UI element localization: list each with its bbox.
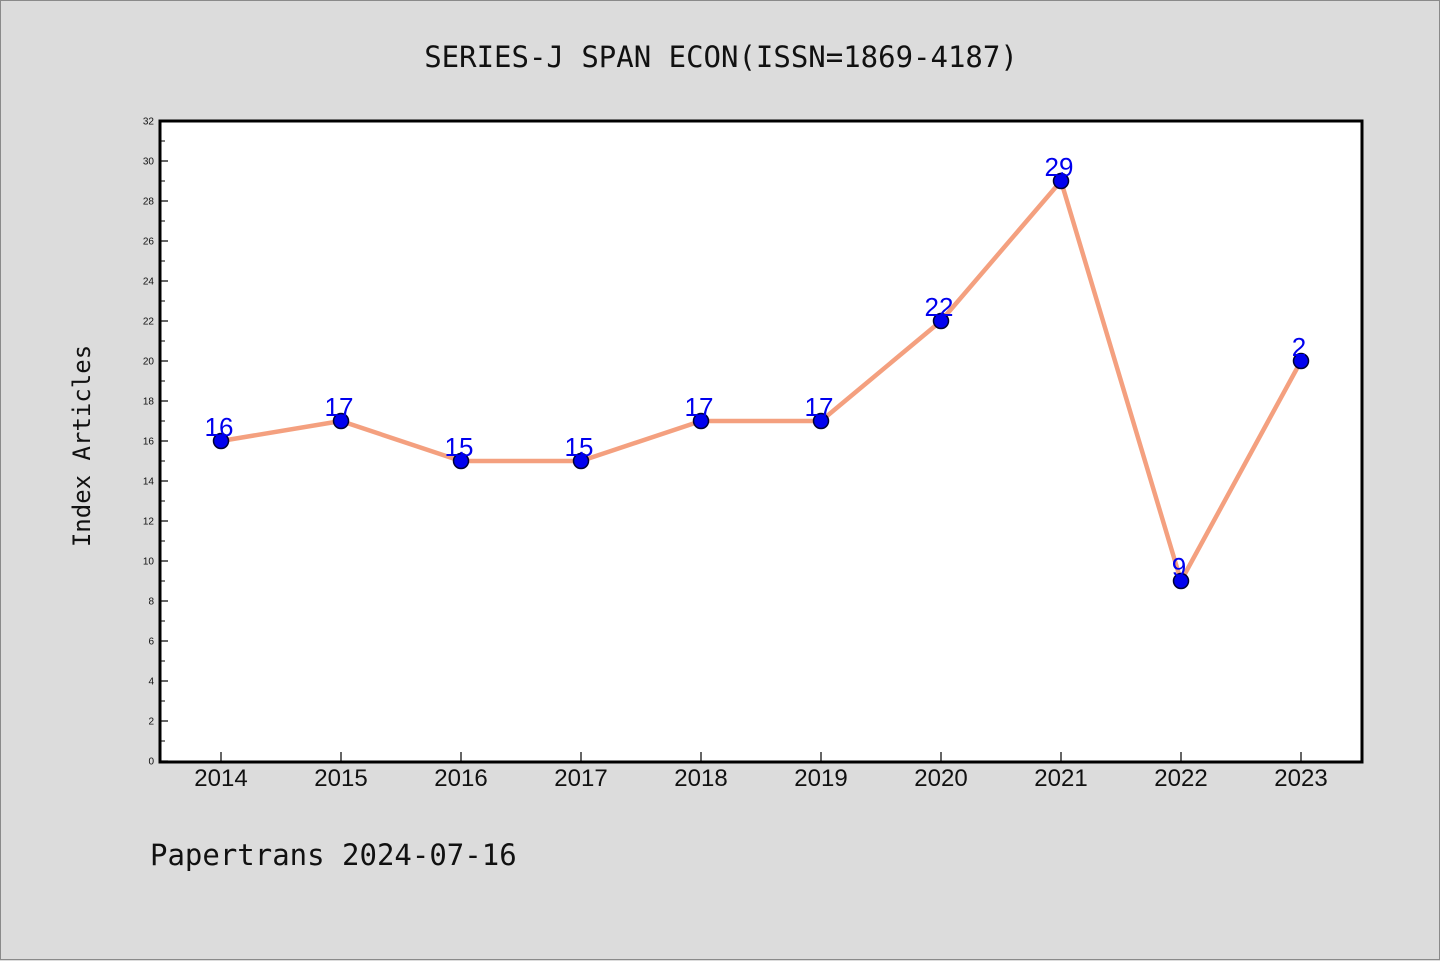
data-point (1292, 352, 1310, 370)
x-tick-label: 2021 (1034, 765, 1087, 792)
data-label: 15 (445, 432, 474, 462)
x-tick-label: 2014 (194, 765, 247, 792)
data-label: 17 (325, 392, 354, 422)
y-tick-label: 18 (143, 397, 155, 408)
data-label: 29 (1045, 152, 1074, 182)
y-tick-label: 12 (143, 517, 155, 528)
data-label: 17 (685, 392, 714, 422)
data-point (332, 412, 350, 430)
y-tick-label: 4 (148, 677, 154, 688)
y-tick-label: 24 (143, 277, 155, 288)
y-tick-label: 10 (143, 557, 155, 568)
data-point (452, 452, 470, 470)
data-point (212, 432, 230, 450)
x-tick-label: 2017 (554, 765, 607, 792)
y-tick-label: 26 (143, 237, 155, 248)
series-line (220, 178, 1303, 584)
data-point (812, 412, 830, 430)
y-tick-label: 8 (148, 597, 154, 608)
y-axis-label: Index Articles (68, 345, 96, 547)
data-point (932, 312, 950, 330)
data-labels: 16 17 15 15 17 17 22 29 9 2 (205, 152, 1307, 582)
x-tick-label: 2016 (434, 765, 487, 792)
data-label: 22 (925, 292, 954, 322)
plot-area (158, 119, 1364, 764)
y-tick-label: 0 (148, 757, 154, 768)
data-point (692, 412, 710, 430)
data-label: 15 (565, 432, 594, 462)
y-tick-label: 16 (143, 437, 155, 448)
data-point (572, 452, 590, 470)
data-point (1172, 572, 1190, 590)
x-tick-label: 2019 (794, 765, 847, 792)
y-tick-label: 22 (143, 317, 155, 328)
y-tick-label: 30 (143, 157, 155, 168)
y-tick-label: 28 (143, 197, 155, 208)
x-tick-label: 2018 (674, 765, 727, 792)
data-label: 2 (1292, 332, 1306, 362)
series-index-articles (212, 172, 1310, 590)
y-tick-label: 2 (148, 717, 154, 728)
y-tick-label: 14 (143, 477, 155, 488)
data-label: 9 (1172, 552, 1186, 582)
x-tick-label: 2020 (914, 765, 967, 792)
x-tick-label: 2015 (314, 765, 367, 792)
data-point (1052, 172, 1070, 190)
footer-source-date: Papertrans 2024-07-16 (150, 838, 517, 872)
y-tick-label: 6 (148, 637, 154, 648)
x-tick-label: 2023 (1274, 765, 1327, 792)
data-label: 16 (205, 412, 234, 442)
y-tick-label: 32 (143, 117, 155, 128)
data-label: 17 (805, 392, 834, 422)
x-tick-label: 2022 (1154, 765, 1207, 792)
chart-title: SERIES-J SPAN ECON(ISSN=1869-4187) (424, 40, 1018, 74)
x-axis: 2014 2015 2016 2017 2018 2019 2020 2021 2022 2023 (194, 752, 1328, 792)
y-tick-label: 20 (143, 357, 155, 368)
